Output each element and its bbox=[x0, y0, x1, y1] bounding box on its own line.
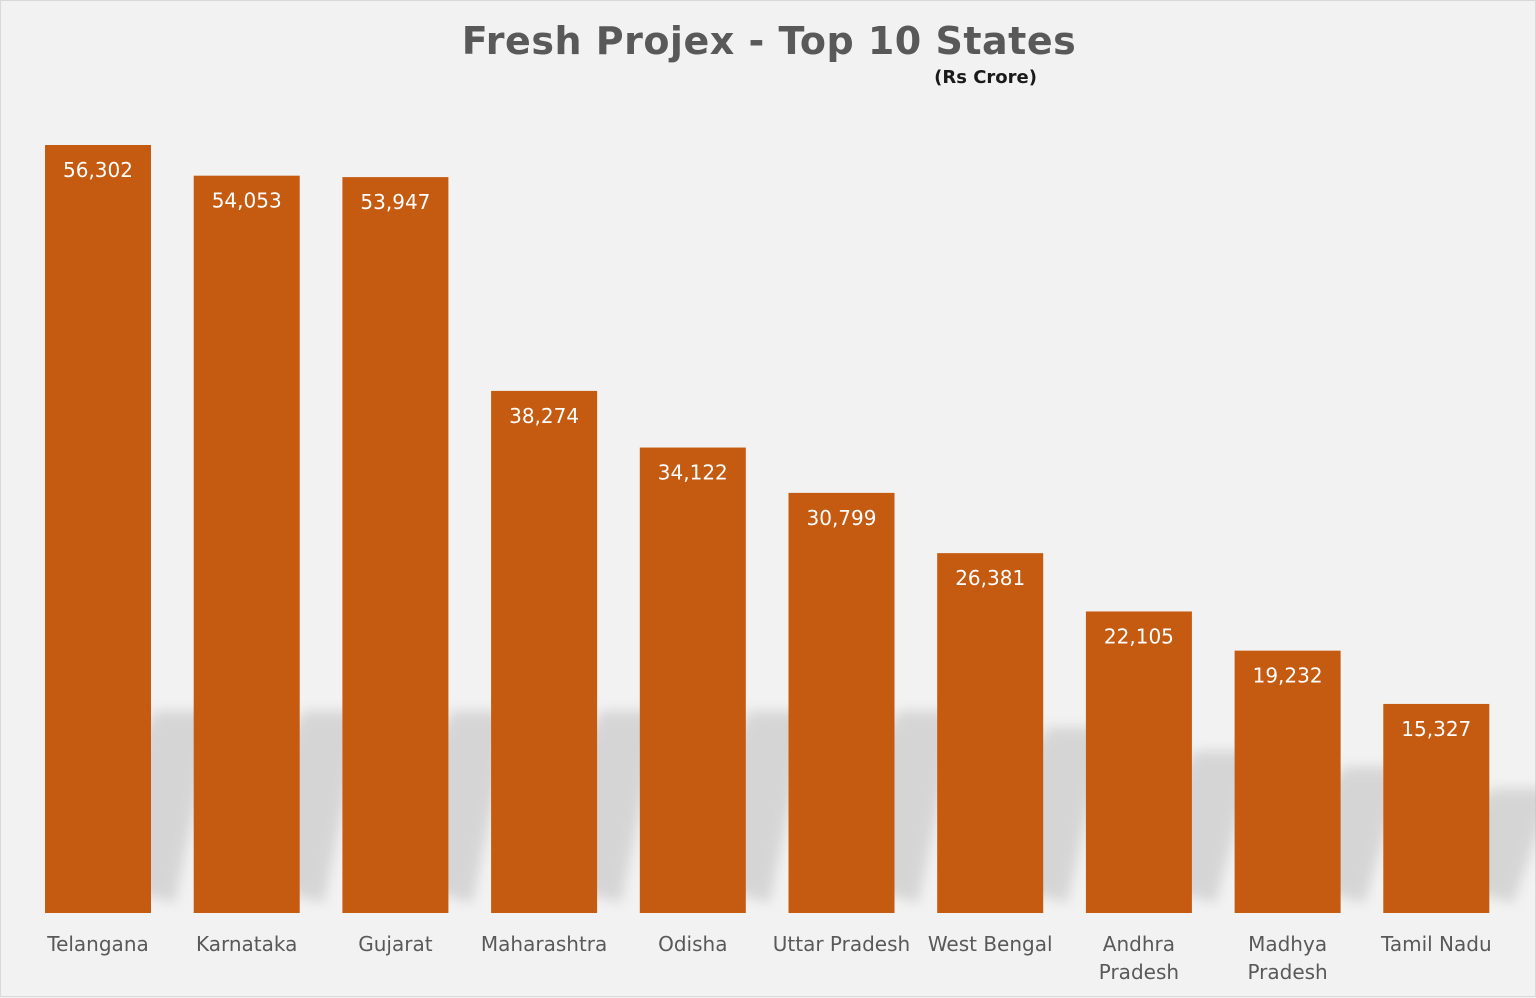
bar-value-label: 30,799 bbox=[807, 506, 877, 530]
category-labels: Telangana Karnataka Gujarat Maharashtra Odis… bbox=[46, 932, 1491, 984]
bar-value-label: 22,105 bbox=[1104, 624, 1174, 648]
bar-value-label: 56,302 bbox=[63, 158, 133, 182]
category-label: Andhra Pradesh bbox=[1099, 932, 1179, 984]
bar bbox=[639, 447, 746, 913]
category-label: Tamil Nadu bbox=[1380, 932, 1492, 956]
bar bbox=[491, 390, 598, 914]
category-label: Gujarat bbox=[358, 932, 432, 956]
bar-value-label: 26,381 bbox=[955, 566, 1025, 590]
category-label: Odisha bbox=[658, 932, 727, 956]
chart-subtitle: (Rs Crore) bbox=[934, 67, 1037, 88]
bar-value-label: 54,053 bbox=[212, 189, 282, 213]
category-label: Madhya Pradesh bbox=[1247, 932, 1327, 984]
category-label: Uttar Pradesh bbox=[773, 932, 910, 956]
bar bbox=[1383, 703, 1490, 913]
bar-value-label: 53,947 bbox=[360, 190, 430, 214]
bar-value-label: 15,327 bbox=[1401, 717, 1471, 741]
bar-value-label: 38,274 bbox=[509, 404, 579, 428]
bar bbox=[45, 145, 151, 913]
bar bbox=[1234, 650, 1341, 913]
bar-value-label: 19,232 bbox=[1253, 664, 1323, 688]
chart-title: Fresh Projex - Top 10 States bbox=[461, 19, 1077, 63]
bar bbox=[342, 177, 449, 913]
category-label: West Bengal bbox=[928, 932, 1053, 956]
category-label: Karnataka bbox=[196, 932, 297, 956]
bar-value-label: 34,122 bbox=[658, 461, 728, 485]
bar-value-labels: 56,302 54,053 53,947 38,274 34,122 30,799 26,3… bbox=[63, 158, 1471, 741]
category-label: Telangana bbox=[46, 932, 149, 956]
bar bbox=[1085, 611, 1192, 913]
bar bbox=[788, 492, 895, 913]
bar bbox=[193, 175, 300, 914]
bar bbox=[937, 553, 1044, 913]
bars bbox=[45, 145, 1490, 914]
category-label: Maharashtra bbox=[481, 932, 607, 956]
